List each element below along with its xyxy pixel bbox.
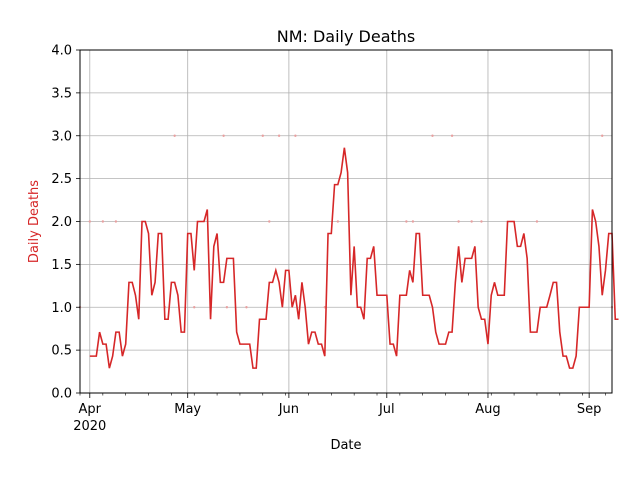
y-axis-label: Daily Deaths bbox=[27, 180, 42, 263]
data-marker bbox=[245, 306, 248, 309]
x-axis: Apr 2020 May Jun Jul Aug Sep bbox=[73, 393, 606, 434]
data-marker bbox=[457, 220, 460, 223]
x-tick-label: May bbox=[174, 402, 201, 417]
data-marker bbox=[268, 220, 271, 223]
x-tick-label: Jun bbox=[278, 402, 299, 417]
y-tick-label: 3.0 bbox=[51, 129, 72, 144]
data-marker bbox=[222, 134, 225, 137]
y-tick-label: 1.0 bbox=[51, 301, 72, 316]
y-tick-label: 0.5 bbox=[51, 344, 72, 359]
data-marker bbox=[225, 306, 229, 309]
x-tick-label: Sep bbox=[577, 402, 602, 417]
y-tick-label: 1.5 bbox=[51, 258, 72, 273]
x-axis-label: Date bbox=[330, 438, 361, 453]
y-axis: 0.0 0.5 1.0 1.5 2.0 2.5 3.0 3.5 4.0 bbox=[51, 44, 80, 402]
series-line bbox=[89, 147, 619, 369]
y-tick-label: 3.5 bbox=[51, 86, 72, 101]
data-marker bbox=[88, 220, 91, 223]
chart-title: NM: Daily Deaths bbox=[277, 27, 416, 46]
data-marker bbox=[405, 220, 408, 223]
data-marker bbox=[101, 220, 105, 223]
y-tick-label: 4.0 bbox=[51, 44, 72, 59]
y-tick-label: 2.0 bbox=[51, 215, 72, 230]
y-tick-label: 2.5 bbox=[51, 172, 72, 187]
data-marker bbox=[294, 134, 297, 137]
grid bbox=[80, 49, 612, 394]
x-tick-sublabel: 2020 bbox=[73, 419, 106, 434]
data-marker bbox=[336, 220, 340, 223]
data-marker bbox=[431, 134, 434, 137]
data-marker bbox=[411, 220, 415, 223]
data-marker bbox=[535, 220, 539, 223]
data-marker bbox=[601, 134, 604, 137]
data-marker bbox=[470, 220, 473, 223]
data-marker bbox=[114, 220, 118, 223]
data-marker bbox=[480, 220, 483, 223]
data-marker bbox=[173, 134, 176, 137]
y-tick-label: 0.0 bbox=[51, 387, 72, 402]
x-tick-label: Apr bbox=[79, 402, 102, 417]
data-marker bbox=[450, 134, 454, 137]
data-marker bbox=[261, 134, 264, 137]
x-tick-label: Jul bbox=[378, 402, 395, 417]
data-marker bbox=[277, 134, 281, 137]
data-marker bbox=[193, 306, 196, 309]
x-tick-label: Aug bbox=[475, 402, 500, 417]
